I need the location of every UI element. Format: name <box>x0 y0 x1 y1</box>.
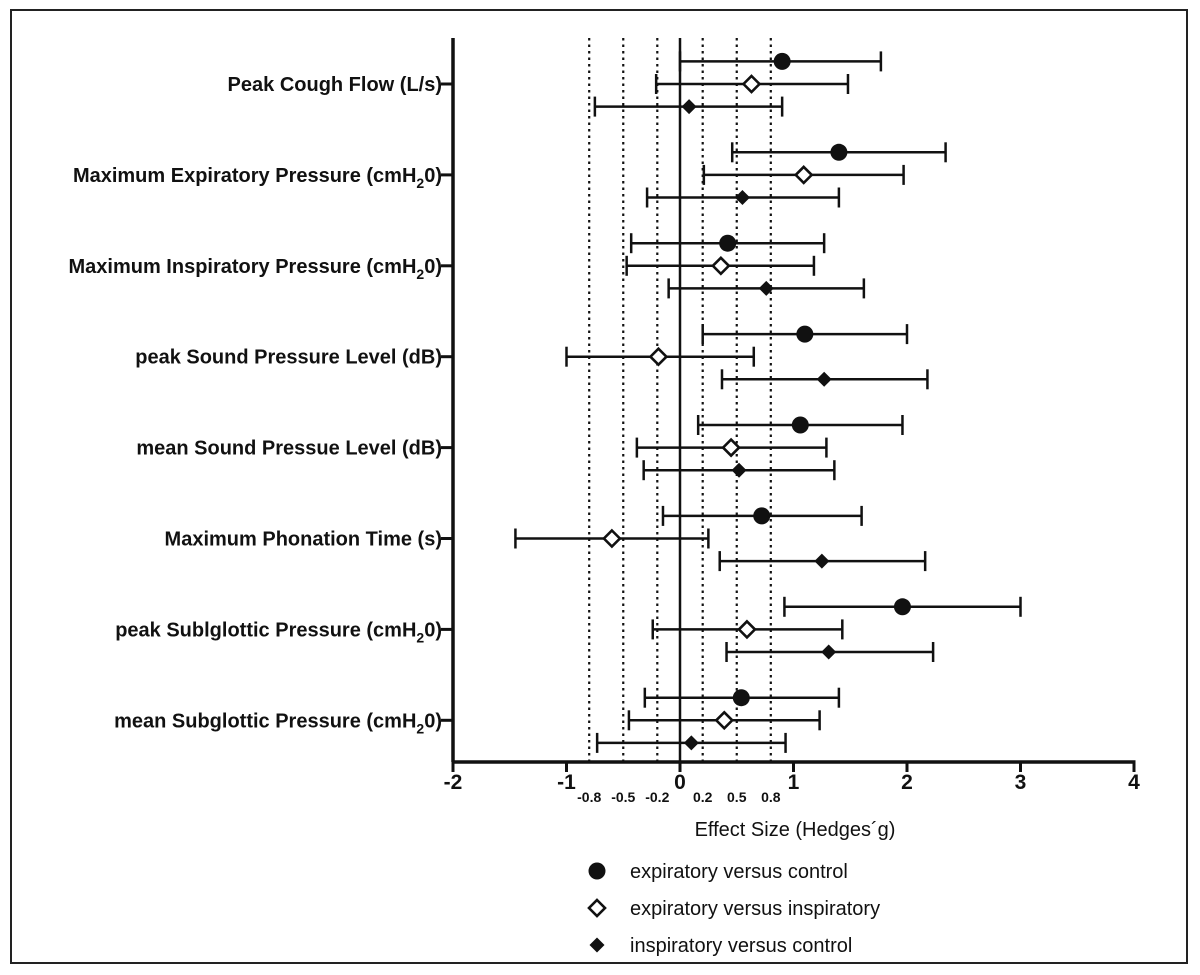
legend-label: inspiratory versus control <box>630 935 852 957</box>
point-estimate <box>893 598 911 616</box>
category-label-suffix: 0) <box>424 165 442 187</box>
point-estimate <box>753 507 771 525</box>
category-label: Maximum Expiratory Pressure (cmH20) <box>73 165 442 191</box>
reference-line-label: -0.2 <box>645 789 669 805</box>
legend-marker <box>588 862 606 880</box>
reference-line-label: 0.2 <box>693 789 713 805</box>
x-tick-label: -1 <box>557 771 576 794</box>
reference-line-label: 0.8 <box>761 789 781 805</box>
figure-frame <box>10 9 1188 964</box>
axes <box>441 38 1136 772</box>
x-tick-label: 4 <box>1128 771 1140 794</box>
reference-line-label: -0.5 <box>611 789 635 805</box>
category-label: mean Sound Pressue Level (dB) <box>136 438 442 460</box>
error-bars <box>514 51 1022 753</box>
category-label: peak Sublglottic Pressure (cmH20) <box>115 619 442 645</box>
x-axis-title: Effect Size (Hedges´g) <box>695 819 896 841</box>
category-label-text: Maximum Inspiratory Pressure (cmH <box>69 256 417 278</box>
category-labels: Peak Cough Flow (L/s) Maximum Expiratory … <box>69 74 443 736</box>
reference-lines: -0.8 -0.5 -0.2 0.2 0.5 0.8 <box>577 38 781 805</box>
point-estimate <box>648 346 669 367</box>
point-estimate <box>791 416 809 434</box>
legend-label: expiratory versus control <box>630 861 848 883</box>
category-label-subscript: 2 <box>416 266 424 282</box>
point-estimate <box>731 462 747 478</box>
category-label: Peak Cough Flow (L/s) <box>228 74 442 96</box>
point-estimate <box>681 99 697 115</box>
point-estimate <box>814 553 830 569</box>
point-estimate <box>721 437 741 458</box>
category-label-subscript: 2 <box>416 175 424 191</box>
category-label: Maximum Inspiratory Pressure (cmH20) <box>69 256 443 282</box>
legend-marker <box>589 937 605 953</box>
category-label-text: Maximum Expiratory Pressure (cmH <box>73 165 416 187</box>
legend-marker <box>587 898 607 918</box>
category-label-subscript: 2 <box>416 720 424 736</box>
point-estimate <box>821 644 837 660</box>
category-label-text: Peak Cough Flow (L/s) <box>228 74 442 96</box>
point-estimate <box>758 280 774 296</box>
x-tick-label: 0 <box>674 771 686 794</box>
x-tick-label: 3 <box>1015 771 1027 794</box>
category-label: Maximum Phonation Time (s) <box>165 529 442 551</box>
point-estimate <box>734 190 750 205</box>
point-estimate <box>773 52 791 70</box>
tick-labels: -2 -1 0 1 2 3 4 <box>444 771 1141 794</box>
reference-line-label: -0.8 <box>577 789 601 805</box>
point-estimate <box>711 255 731 276</box>
x-tick-label: -2 <box>444 771 463 794</box>
point-estimate <box>719 234 737 252</box>
point-estimate <box>796 325 814 343</box>
category-label: mean Subglottic Pressure (cmH20) <box>114 710 442 736</box>
category-label-text: peak Sublglottic Pressure (cmH <box>115 619 416 641</box>
x-tick-label: 2 <box>901 771 913 794</box>
point-estimate <box>714 710 735 731</box>
point-estimate <box>741 74 762 94</box>
point-estimate <box>830 143 848 161</box>
category-label-suffix: 0) <box>424 619 442 641</box>
x-tick-label: 1 <box>788 771 800 794</box>
point-estimate <box>816 371 832 387</box>
point-estimate <box>602 528 622 549</box>
category-label: peak Sound Pressure Level (dB) <box>135 347 442 369</box>
category-label-text: peak Sound Pressure Level (dB) <box>135 347 442 369</box>
category-label-text: mean Subglottic Pressure (cmH <box>114 710 416 732</box>
category-label-text: Maximum Phonation Time (s) <box>165 529 442 551</box>
legend: expiratory versus control expiratory vers… <box>587 861 880 957</box>
category-label-suffix: 0) <box>424 256 442 278</box>
point-estimate <box>737 619 757 640</box>
point-estimate <box>793 165 814 185</box>
category-label-suffix: 0) <box>424 710 442 732</box>
category-label-text: mean Sound Pressue Level (dB) <box>136 438 442 460</box>
point-estimate <box>732 689 750 707</box>
legend-label: expiratory versus inspiratory <box>630 898 880 920</box>
reference-line-label: 0.5 <box>727 789 747 805</box>
point-estimate <box>683 735 699 751</box>
category-label-subscript: 2 <box>416 629 424 645</box>
